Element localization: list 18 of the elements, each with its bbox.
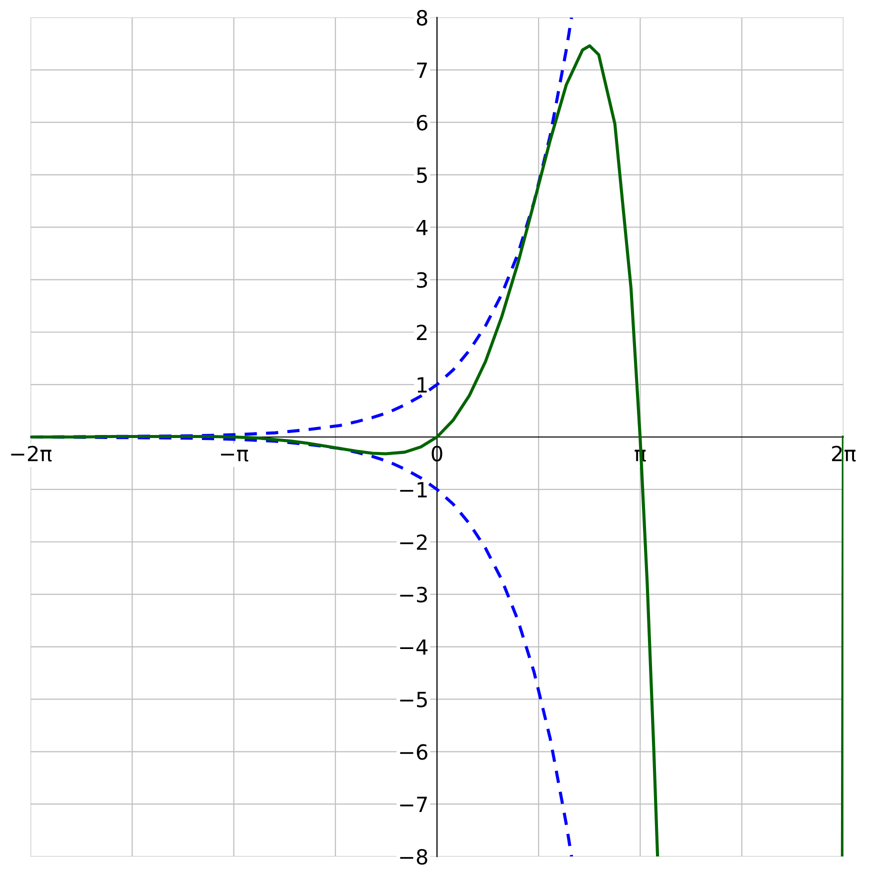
y-tick-label: −8: [400, 848, 428, 865]
y-tick-label: 8: [416, 10, 428, 26]
y-tick-label: 4: [416, 220, 428, 236]
y-tick-label: −3: [400, 586, 427, 603]
y-tick-label: 1: [418, 377, 427, 392]
y-tick-label: −7: [400, 796, 427, 812]
y-tick-label: −6: [400, 744, 428, 760]
y-tick-label: 3: [417, 272, 427, 288]
y-tick-label: 5: [417, 168, 427, 184]
x-tick-label: −2π: [11, 446, 52, 462]
y-tick-label: −5: [400, 692, 427, 708]
x-tick-label: −π: [221, 450, 248, 462]
y-tick-label: 2: [416, 324, 427, 340]
y-tick-label: 7: [417, 62, 427, 78]
y-tick-label: −2: [400, 534, 427, 550]
y-tick-label: 6: [416, 114, 428, 131]
y-tick-label: −4: [400, 639, 428, 655]
y-tick-label: −1: [400, 482, 427, 498]
